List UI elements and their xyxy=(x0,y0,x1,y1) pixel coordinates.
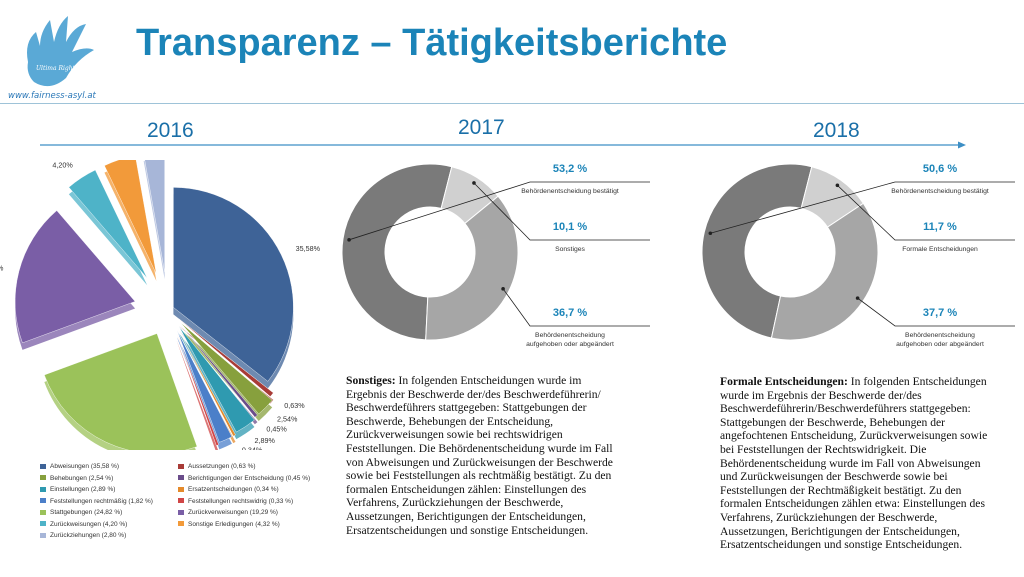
legend-swatch xyxy=(40,463,46,469)
legend-item: Ersatzentscheidungen (0,34 %) xyxy=(178,486,279,494)
donut-value-label: 10,1 % xyxy=(553,221,587,233)
legend-item: Zurückziehungen (2,80 %) xyxy=(40,532,126,540)
year-label-2018: 2018 xyxy=(813,119,860,142)
note-2018-text: In folgenden Entscheidungen wurde im Erg… xyxy=(720,375,988,552)
donut-chart-2018: 50,6 % Behördenentscheidung bestätigt 11,7… xyxy=(701,163,1015,348)
pie-slice-zur-ckweisungen xyxy=(68,169,148,286)
legend-item: Abweisungen (35,58 %) xyxy=(40,463,119,471)
pie-slice-einstellungen xyxy=(178,326,255,440)
donut-category-label: aufgehoben oder abgeändert xyxy=(526,341,614,348)
legend-label: Zurückziehungen (2,80 %) xyxy=(50,532,127,539)
donut-category-label: Behördenentscheidung xyxy=(905,332,975,339)
legend-item: Einstellungen (2,89 %) xyxy=(40,486,115,494)
leader-line xyxy=(348,181,650,241)
page-title: Transparenz – Tätigkeitsberichte xyxy=(136,22,728,64)
pie-data-label: 2,89% xyxy=(255,436,276,445)
legend-item: Behebungen (2,54 %) xyxy=(40,475,113,483)
leader-line xyxy=(857,297,1015,327)
pie-data-label: 19,29% xyxy=(0,263,4,272)
legend-item: Feststellungen rechtmäßig (1,82 %) xyxy=(40,498,153,506)
pie-slice-sonstige-erledigungen xyxy=(104,160,157,281)
note-2018-term: Formale Entscheidungen: xyxy=(720,375,848,388)
legend-label: Ersatzentscheidungen (0,34 %) xyxy=(188,486,279,493)
pie-slice-zur-ckziehungen xyxy=(143,160,165,280)
note-2017: Sonstiges: In folgenden Entscheidungen w… xyxy=(346,374,618,537)
legend-swatch xyxy=(178,475,184,481)
leader-line xyxy=(502,288,650,327)
legend-label: Zurückweisungen (4,20 %) xyxy=(50,520,128,528)
donut-category-label: Formale Entscheidungen xyxy=(902,246,978,253)
legend-swatch xyxy=(40,509,46,515)
pie-data-label: 4,20% xyxy=(52,160,73,169)
donut-slice-beh-rdenentscheidung-aufgehoben-oder-abge-ndert xyxy=(770,202,879,341)
donut-value-label: 36,7 % xyxy=(553,307,587,319)
pie-data-label: 0,63% xyxy=(284,401,305,410)
legend-label: Feststellungen rechtswidrig (0,33 %) xyxy=(188,497,294,505)
donut-slice-beh-rdenentscheidung-aufgehoben-oder-abge-ndert xyxy=(425,195,519,341)
legend-label: Sonstige Erledigungen (4,32 %) xyxy=(188,520,280,528)
donut-value-label: 37,7 % xyxy=(923,307,957,319)
legend-item: Feststellungen rechtswidrig (0,33 %) xyxy=(178,498,293,506)
legend-swatch xyxy=(178,498,184,504)
note-2017-text: In folgenden Entscheidungen wurde im Erg… xyxy=(346,374,613,537)
legend-item: Aussetzungen (0,63 %) xyxy=(178,463,256,471)
pie-slice-feststellungen-rechtm-ig xyxy=(176,330,233,450)
leader-line xyxy=(837,184,1015,241)
year-label-2016: 2016 xyxy=(147,119,194,142)
donut-category-label: Behördenentscheidung bestätigt xyxy=(891,188,989,195)
legend-label: Feststellungen rechtmäßig (1,82 %) xyxy=(50,497,153,505)
legend-2016: Abweisungen (35,58 %) Aussetzungen (0,63 … xyxy=(40,463,320,545)
donut-category-label: Behördenentscheidung bestätigt xyxy=(521,188,619,195)
leader-line xyxy=(710,181,1015,234)
legend-item: Zurückverweisungen (19,29 %) xyxy=(178,509,278,517)
pie-slice-abweisungen xyxy=(173,187,294,389)
donut-category-label: Behördenentscheidung xyxy=(535,332,605,339)
legend-label: Abweisungen (35,58 %) xyxy=(50,463,120,470)
legend-swatch xyxy=(178,486,184,492)
legend-swatch xyxy=(40,475,46,481)
pie-data-label: 0,45% xyxy=(266,424,287,433)
legend-swatch xyxy=(40,498,46,504)
legend-label: Aussetzungen (0,63 %) xyxy=(188,463,256,470)
legend-label: Stattgebungen (24,82 %) xyxy=(50,509,123,516)
fairness-asyl-logo: Ultima Rights www.fairness-asyl.at xyxy=(8,16,97,101)
legend-item: Zurückweisungen (4,20 %) xyxy=(40,521,127,529)
donut-value-label: 50,6 % xyxy=(923,163,957,175)
svg-text:Ultima Rights: Ultima Rights xyxy=(36,65,78,72)
note-2018: Formale Entscheidungen: In folgenden Ent… xyxy=(720,375,992,552)
leader-line xyxy=(473,182,650,241)
donut-slice-beh-rdenentscheidung-best-tigt xyxy=(701,163,813,339)
legend-swatch xyxy=(178,463,184,469)
donut-value-label: 11,7 % xyxy=(923,221,957,233)
donut-chart-2017: 53,2 % Behördenentscheidung bestätigt 10,1… xyxy=(341,163,650,348)
pie-data-label: 35,58% xyxy=(296,244,321,253)
legend-label: Behebungen (2,54 %) xyxy=(50,474,114,482)
legend-swatch xyxy=(178,509,184,515)
donut-category-label: Sonstiges xyxy=(555,246,585,253)
legend-label: Zurückverweisungen (19,29 %) xyxy=(188,509,278,516)
pie-slice-stattgebungen xyxy=(44,333,198,450)
pie-slice-zur-ckverweisungen xyxy=(14,210,136,350)
header-divider xyxy=(0,103,1024,104)
legend-item: Berichtigungen der Entscheidung (0,45 %) xyxy=(178,475,310,483)
donut-value-label: 53,2 % xyxy=(553,163,587,175)
note-2017-term: Sonstiges: xyxy=(346,374,396,387)
logo-url-text: www.fairness-asyl.at xyxy=(8,91,97,101)
legend-label: Einstellungen (2,89 %) xyxy=(50,486,116,493)
legend-label: Berichtigungen der Entscheidung (0,45 %) xyxy=(188,474,311,482)
pie-data-label: 0,34% xyxy=(242,446,263,450)
pie-data-label: 2,54% xyxy=(277,415,298,424)
legend-swatch xyxy=(40,521,46,527)
legend-swatch xyxy=(40,486,46,492)
year-label-2017: 2017 xyxy=(458,116,505,139)
donut-category-label: aufgehoben oder abgeändert xyxy=(896,341,984,348)
legend-item: Stattgebungen (24,82 %) xyxy=(40,509,122,517)
legend-swatch xyxy=(40,532,46,538)
donut-slice-beh-rdenentscheidung-best-tigt xyxy=(341,163,453,341)
pie-chart-2016: 35,58%0,63%2,54%0,45%2,89%0,34%1,82%0,33… xyxy=(0,160,321,450)
legend-swatch xyxy=(178,521,184,527)
legend-item: Sonstige Erledigungen (4,32 %) xyxy=(178,521,280,529)
